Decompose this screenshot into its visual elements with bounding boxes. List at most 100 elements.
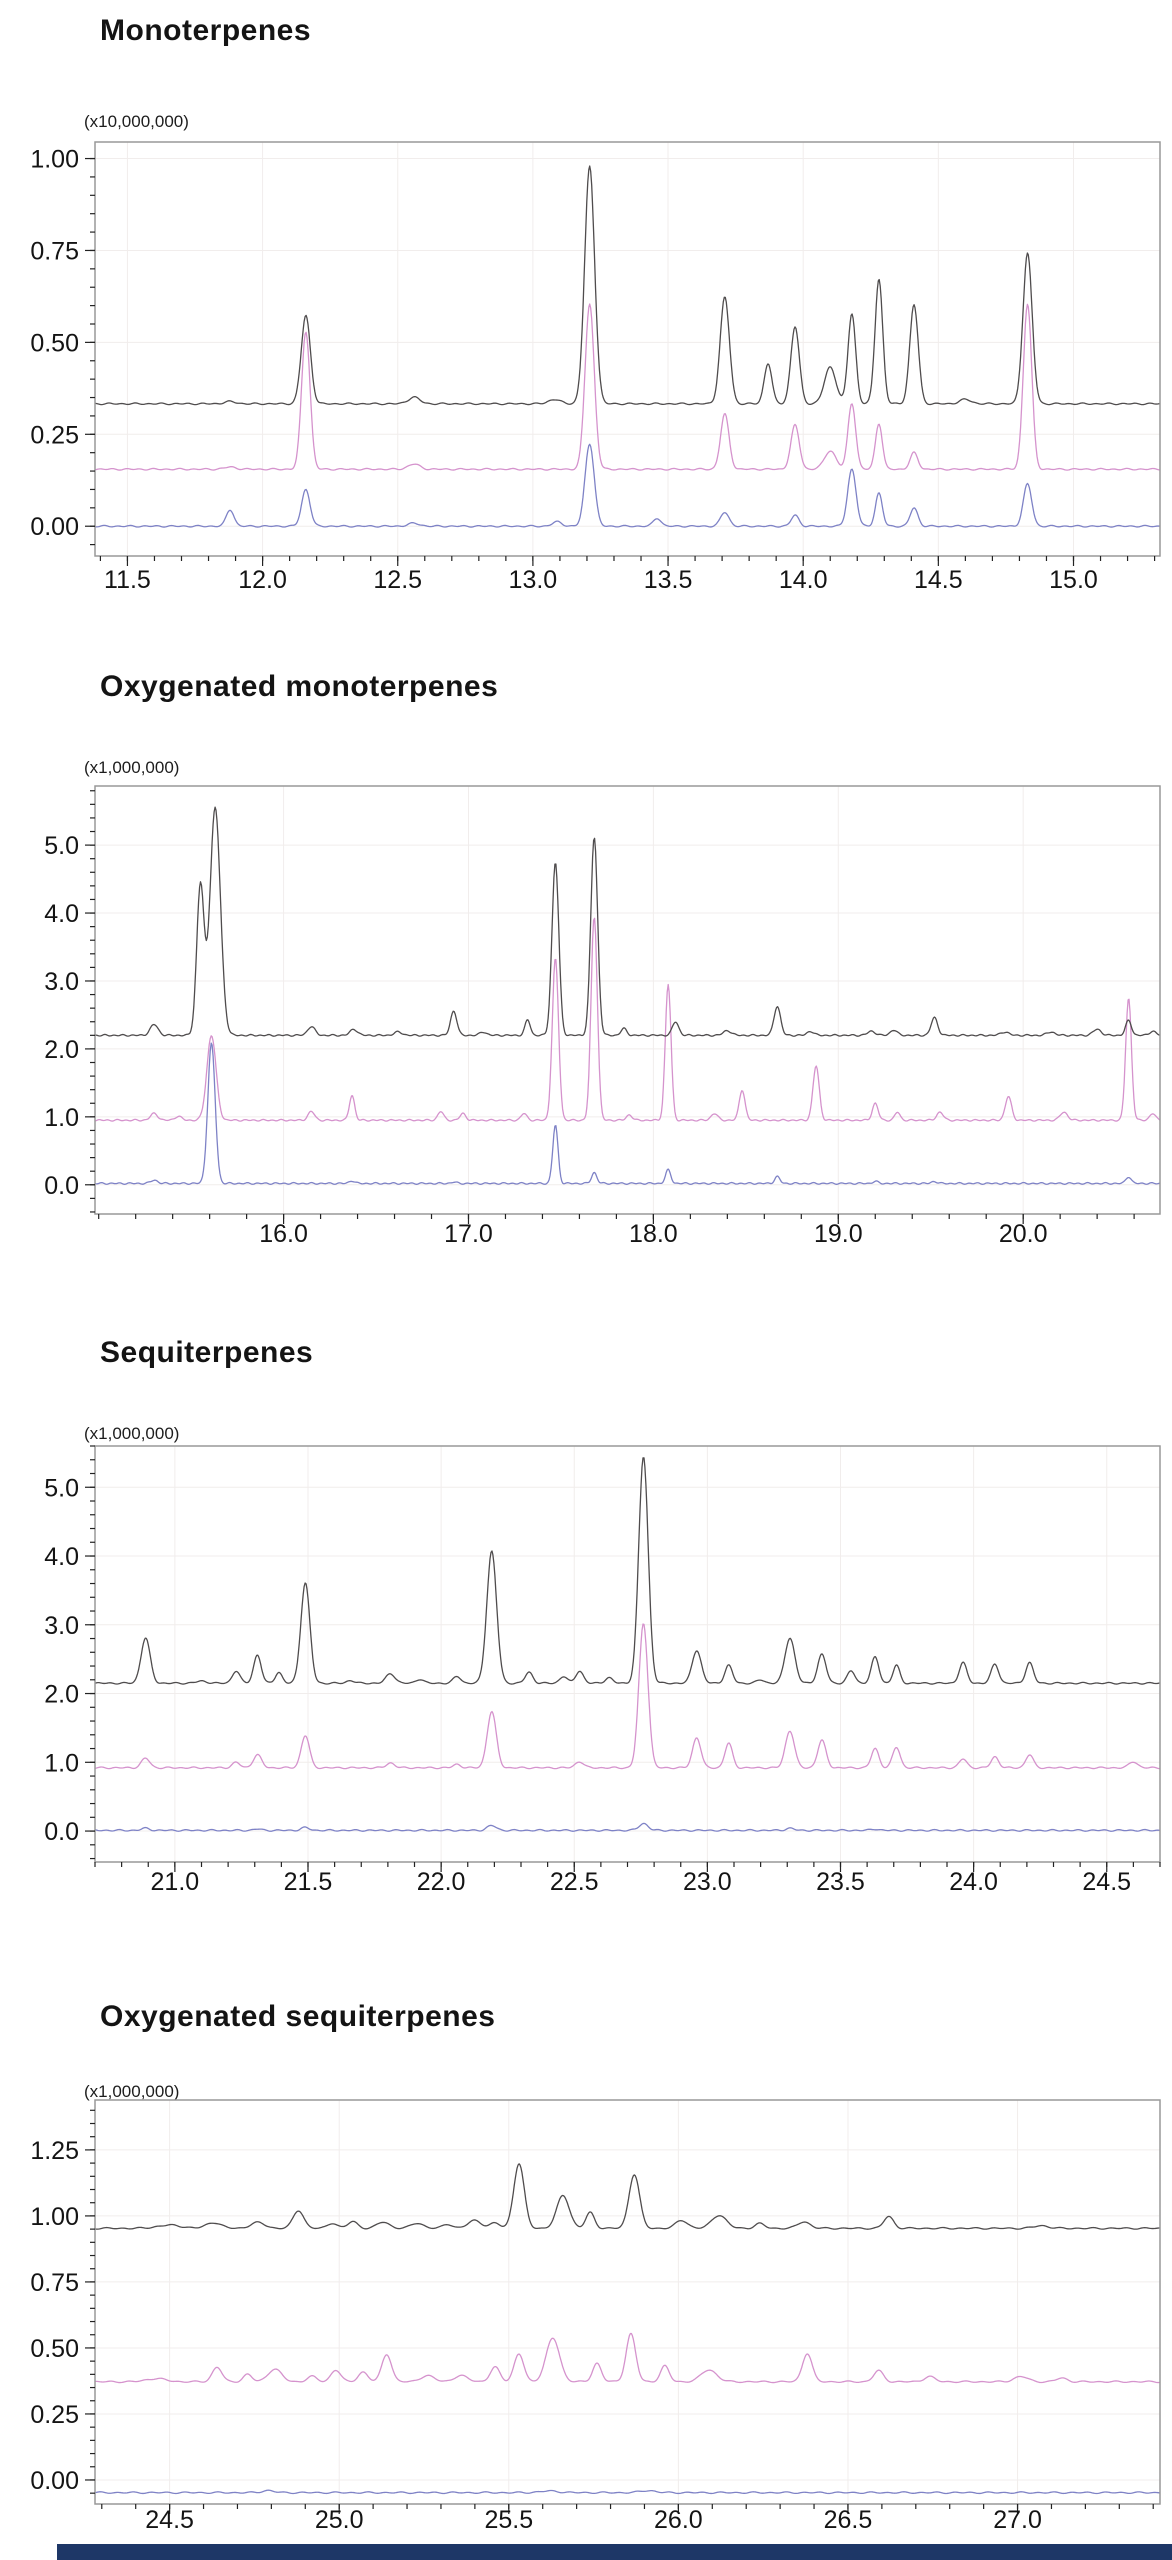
traces <box>94 1457 1161 1832</box>
y-tick-label: 1.25 <box>30 2137 79 2165</box>
x-tick-label: 26.5 <box>824 2506 873 2534</box>
gridlines <box>95 142 1160 556</box>
gridlines <box>95 1446 1160 1862</box>
y-tick-label: 0.50 <box>30 329 79 357</box>
x-tick-label: 20.0 <box>999 1220 1048 1248</box>
y-tick-label: 2.0 <box>44 1681 79 1709</box>
footer-bar <box>57 2544 1172 2560</box>
axis-tick-labels: 16.0 17.0 18.0 19.0 20.0 5.0 4.0 3.0 2.0 1.0 0.0 <box>44 832 1047 1248</box>
x-tick-label: 16.0 <box>259 1220 308 1248</box>
axis-tick-labels: 21.0 21.5 22.0 22.5 23.0 23.5 24.0 24.5 5.0 4.0 3.… <box>44 1474 1131 1896</box>
trace-pink <box>94 917 1161 1122</box>
x-tick-label: 19.0 <box>814 1220 863 1248</box>
x-tick-label: 24.5 <box>145 2506 194 2534</box>
trace-pink <box>94 1623 1161 1770</box>
x-tick-label: 25.0 <box>315 2506 364 2534</box>
y-axis-multiplier-label: (x10,000,000) <box>84 112 189 131</box>
axis-ticks <box>85 1445 1161 1872</box>
x-tick-label: 15.0 <box>1049 566 1098 594</box>
y-axis-multiplier-label: (x1,000,000) <box>84 2082 180 2101</box>
y-tick-label: 1.0 <box>44 1749 79 1777</box>
x-tick-label: 25.5 <box>484 2506 533 2534</box>
chromatogram-plot-monoterpenes: 11.5 12.0 12.5 13.0 13.5 14.0 14.5 15.0 1.00 0.75… <box>30 141 1161 594</box>
y-tick-label: 0.00 <box>30 2467 79 2495</box>
trace-blue <box>94 443 1161 528</box>
chart-title: Oxygenated monoterpenes <box>100 670 499 703</box>
plot-frame <box>94 785 1161 1215</box>
gridlines <box>95 2100 1160 2504</box>
y-tick-label: 0.25 <box>30 421 79 449</box>
x-tick-label: 23.0 <box>683 1868 732 1896</box>
y-tick-label: 0.75 <box>30 2269 79 2297</box>
x-tick-label: 24.0 <box>949 1868 998 1896</box>
trace-pink <box>94 2332 1161 2384</box>
x-tick-label: 12.0 <box>238 566 287 594</box>
traces <box>94 2163 1161 2495</box>
chromatogram-plot-oxygenated-monoterpenes: 16.0 17.0 18.0 19.0 20.0 5.0 4.0 3.0 2.0 1.0 0.0 <box>44 785 1161 1248</box>
y-tick-label: 1.00 <box>30 2203 79 2231</box>
plot-frame <box>94 2099 1161 2505</box>
chart-section-monoterpenes: Monoterpenes (x10,000,000) 11.5 12.0 12.5 1… <box>0 0 1172 640</box>
y-axis-multiplier-label: (x1,000,000) <box>84 1424 180 1443</box>
x-tick-label: 24.5 <box>1082 1868 1131 1896</box>
x-tick-label: 14.5 <box>914 566 963 594</box>
trace-pink <box>94 303 1161 471</box>
chart-title: Sequiterpenes <box>100 1336 314 1369</box>
y-tick-label: 2.0 <box>44 1036 79 1064</box>
trace-black <box>94 165 1161 406</box>
axis-tick-labels: 24.5 25.0 25.5 26.0 26.5 27.0 1.25 1.00 0.75 0.50… <box>30 2137 1042 2534</box>
x-tick-label: 14.0 <box>779 566 828 594</box>
y-tick-label: 4.0 <box>44 1543 79 1571</box>
axis-tick-labels: 11.5 12.0 12.5 13.0 13.5 14.0 14.5 15.0 1.00 0.75… <box>30 146 1098 594</box>
y-tick-label: 4.0 <box>44 900 79 928</box>
x-tick-label: 23.5 <box>816 1868 865 1896</box>
x-tick-label: 22.0 <box>417 1868 466 1896</box>
x-tick-label: 26.0 <box>654 2506 703 2534</box>
traces <box>94 806 1161 1185</box>
y-tick-label: 0.00 <box>30 513 79 541</box>
y-tick-label: 0.25 <box>30 2401 79 2429</box>
axis-ticks <box>85 2109 1154 2514</box>
trace-blue <box>94 1822 1161 1832</box>
trace-black <box>94 806 1161 1037</box>
x-tick-label: 27.0 <box>993 2506 1042 2534</box>
chart-section-oxygenated-monoterpenes: Oxygenated monoterpenes (x1,000,000) 16.… <box>0 640 1172 1280</box>
x-tick-label: 13.0 <box>509 566 558 594</box>
trace-black <box>94 1457 1161 1685</box>
chart-section-oxygenated-sequiterpenes: Oxygenated sequiterpenes (x1,000,000) 24… <box>0 1920 1172 2560</box>
y-tick-label: 1.0 <box>44 1104 79 1132</box>
y-tick-label: 3.0 <box>44 968 79 996</box>
axis-ticks <box>85 157 1156 566</box>
x-tick-label: 21.5 <box>284 1868 333 1896</box>
chart-title: Oxygenated sequiterpenes <box>100 2000 496 2033</box>
x-tick-label: 11.5 <box>104 566 151 594</box>
y-axis-multiplier-label: (x1,000,000) <box>84 758 180 777</box>
x-tick-label: 17.0 <box>444 1220 493 1248</box>
chart-section-sequiterpenes: Sequiterpenes (x1,000,000) 21.0 21.5 22.0 2… <box>0 1280 1172 1920</box>
trace-black <box>94 2163 1161 2230</box>
y-tick-label: 3.0 <box>44 1612 79 1640</box>
axis-ticks <box>85 790 1135 1224</box>
plot-frame <box>94 1445 1161 1863</box>
x-tick-label: 18.0 <box>629 1220 678 1248</box>
trace-blue <box>94 2489 1161 2495</box>
traces <box>94 165 1161 528</box>
y-tick-label: 0.0 <box>44 1818 79 1846</box>
x-tick-label: 22.5 <box>550 1868 599 1896</box>
y-tick-label: 0.0 <box>44 1172 79 1200</box>
x-tick-label: 21.0 <box>151 1868 200 1896</box>
chart-title: Monoterpenes <box>100 14 312 47</box>
chromatogram-plot-sequiterpenes: 21.0 21.5 22.0 22.5 23.0 23.5 24.0 24.5 5.0 4.0 3.… <box>44 1445 1161 1896</box>
y-tick-label: 1.00 <box>30 146 79 174</box>
trace-blue <box>94 1042 1161 1185</box>
y-tick-label: 5.0 <box>44 832 79 860</box>
x-tick-label: 13.5 <box>644 566 693 594</box>
plot-frame <box>94 141 1161 557</box>
y-tick-label: 5.0 <box>44 1474 79 1502</box>
chromatogram-plot-oxygenated-sequiterpenes: 24.5 25.0 25.5 26.0 26.5 27.0 1.25 1.00 0.75 0.50… <box>30 2099 1161 2534</box>
x-tick-label: 12.5 <box>373 566 422 594</box>
gridlines <box>95 786 1160 1214</box>
y-tick-label: 0.50 <box>30 2335 79 2363</box>
y-tick-label: 0.75 <box>30 237 79 265</box>
